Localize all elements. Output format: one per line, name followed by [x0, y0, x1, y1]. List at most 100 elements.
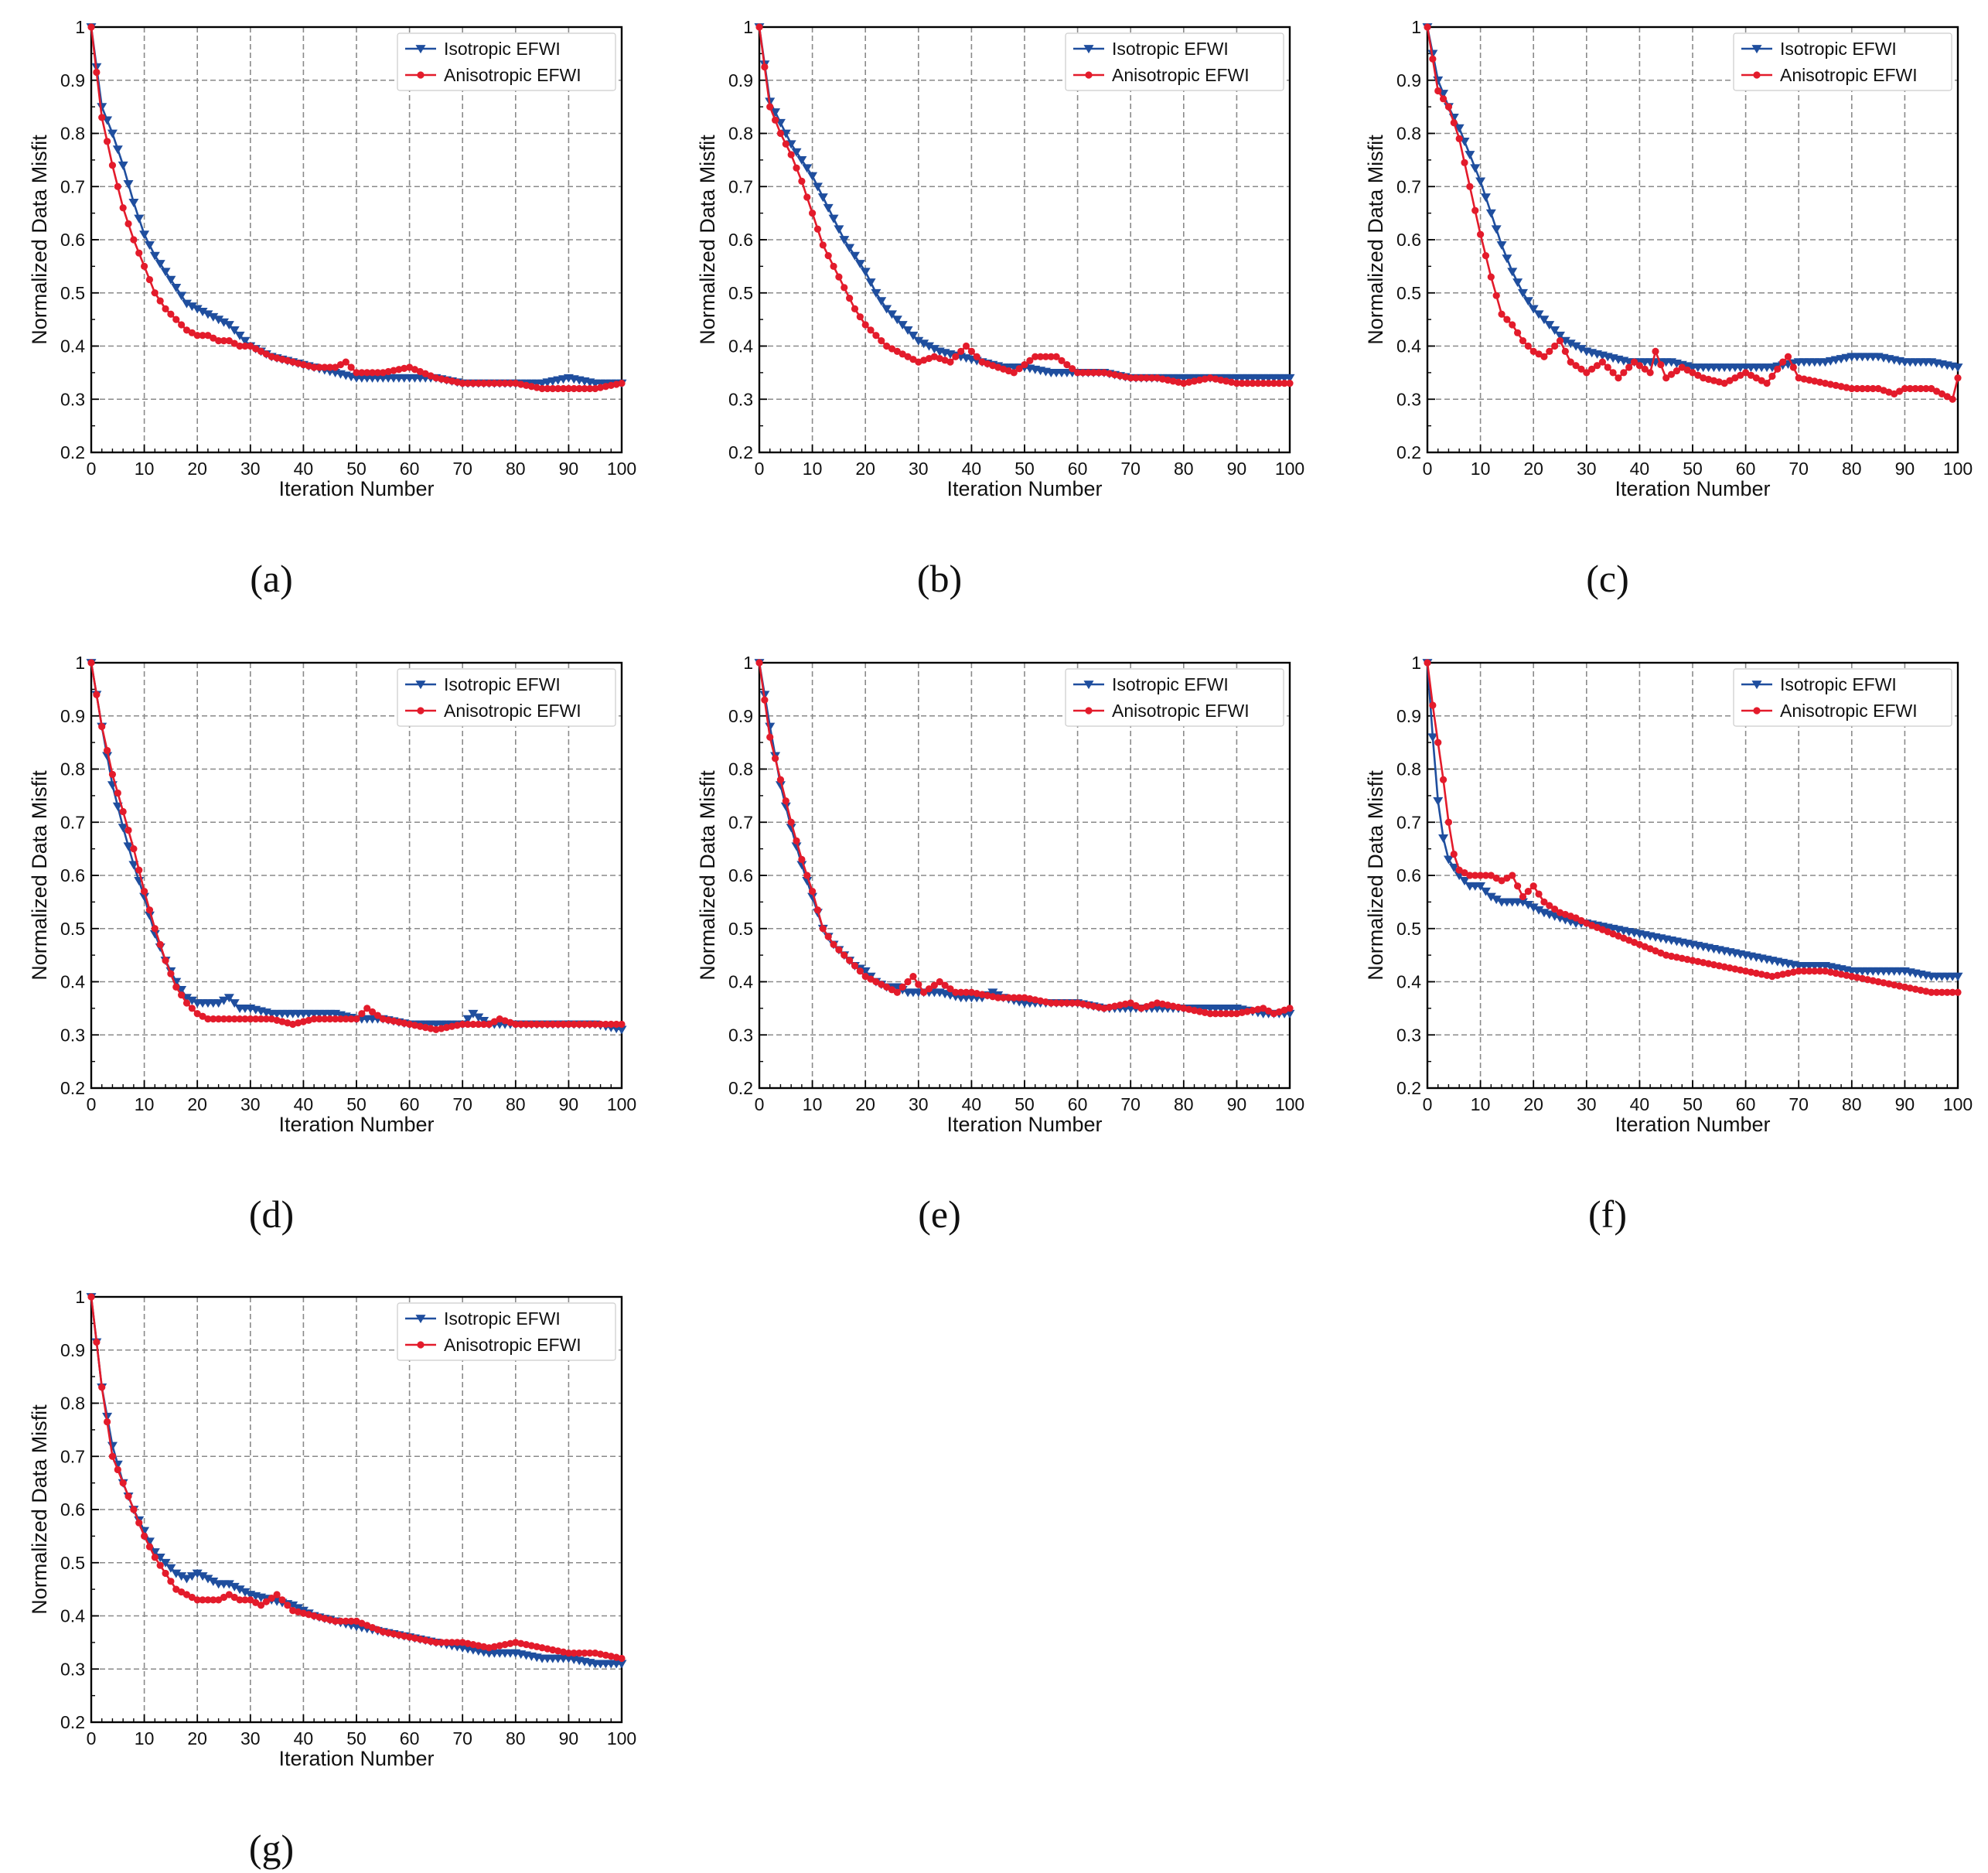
data-point — [1021, 360, 1028, 369]
data-point — [1832, 969, 1840, 977]
data-point — [1042, 353, 1050, 360]
data-point — [130, 236, 138, 244]
data-point — [453, 1022, 461, 1029]
data-point — [823, 203, 834, 213]
data-point — [262, 1598, 270, 1605]
data-point — [87, 23, 95, 31]
data-point — [204, 1596, 212, 1604]
data-point — [1906, 984, 1914, 992]
data-point — [379, 1015, 387, 1023]
data-point — [215, 1015, 223, 1023]
data-point — [1434, 739, 1442, 746]
data-point — [766, 733, 774, 741]
data-point — [347, 1015, 355, 1023]
data-point — [181, 1574, 192, 1584]
data-point — [124, 826, 132, 834]
data-point — [1450, 119, 1458, 127]
data-point — [1121, 373, 1129, 380]
data-point — [379, 369, 387, 377]
data-point — [108, 770, 117, 778]
x-tick-label: 90 — [1227, 459, 1247, 479]
data-point — [1004, 994, 1013, 1001]
data-point — [1089, 1002, 1097, 1010]
data-point — [1169, 1002, 1177, 1010]
data-point — [803, 872, 811, 879]
data-point — [1731, 374, 1739, 382]
data-point — [899, 983, 906, 991]
data-point — [878, 337, 885, 345]
data-point — [1079, 1000, 1087, 1008]
data-point — [1185, 1005, 1193, 1013]
data-point — [130, 1506, 138, 1513]
data-point — [929, 345, 939, 354]
legend-item-anisotropic: Anisotropic EFWI — [405, 65, 581, 85]
legend-item-anisotropic: Anisotropic EFWI — [405, 1335, 581, 1355]
data-point — [856, 313, 864, 321]
data-point — [973, 990, 980, 998]
data-point — [1928, 384, 1935, 393]
data-point — [134, 214, 145, 223]
data-point — [828, 214, 839, 223]
data-point — [902, 326, 913, 336]
data-point — [144, 911, 155, 920]
legend-label: Anisotropic EFWI — [444, 1335, 581, 1355]
legend-item-isotropic: Isotropic EFWI — [1741, 674, 1897, 694]
data-point — [1700, 959, 1707, 967]
data-point — [1752, 969, 1760, 977]
data-point — [999, 994, 1008, 1001]
data-point — [443, 376, 451, 384]
x-tick-label: 20 — [1523, 1094, 1543, 1114]
panel-caption: (d) — [249, 1192, 294, 1236]
data-point — [930, 981, 938, 989]
data-point — [1427, 733, 1438, 742]
data-point — [1491, 225, 1502, 234]
data-point — [1874, 977, 1882, 986]
data-point — [904, 353, 912, 360]
data-point — [973, 353, 980, 360]
data-point — [1737, 966, 1744, 974]
data-point — [119, 1479, 127, 1487]
x-tick-label: 10 — [1471, 1094, 1491, 1114]
data-point — [1517, 898, 1528, 907]
y-tick-label: 0.6 — [1396, 230, 1421, 250]
data-point — [417, 707, 425, 715]
data-point — [1026, 357, 1034, 365]
data-point — [1498, 877, 1505, 885]
data-point — [210, 1596, 217, 1604]
x-tick-label: 80 — [1842, 459, 1862, 479]
data-point — [780, 802, 791, 811]
data-point — [199, 332, 206, 339]
y-tick-label: 0.7 — [728, 176, 753, 196]
data-point — [856, 967, 864, 975]
data-point — [522, 381, 530, 389]
data-point — [1010, 994, 1018, 1001]
data-point — [247, 342, 254, 350]
data-point — [453, 1639, 461, 1646]
data-point — [1153, 999, 1161, 1007]
data-point — [1106, 1003, 1113, 1012]
data-point — [765, 722, 776, 732]
data-point — [336, 360, 345, 369]
data-point — [1143, 374, 1151, 382]
data-point — [165, 1564, 176, 1573]
data-point — [575, 384, 583, 393]
legend-label: Anisotropic EFWI — [1780, 65, 1918, 85]
data-point — [851, 962, 859, 970]
data-point — [1843, 384, 1850, 391]
data-point — [807, 172, 818, 181]
y-tick-label: 0.2 — [1396, 442, 1421, 462]
data-point — [1598, 358, 1606, 366]
y-axis-label: Normalized Data Misfit — [1364, 770, 1387, 981]
data-point — [210, 1015, 217, 1023]
data-point — [1164, 376, 1171, 384]
data-point — [384, 367, 392, 376]
data-point — [1593, 362, 1601, 370]
data-point — [411, 1634, 419, 1642]
data-point — [962, 988, 970, 996]
data-point — [1106, 370, 1113, 377]
data-point — [841, 284, 848, 292]
data-point — [469, 1641, 477, 1649]
y-axis-label: Normalized Data Misfit — [1364, 135, 1387, 345]
data-point — [1470, 164, 1481, 173]
data-point — [1678, 363, 1686, 371]
